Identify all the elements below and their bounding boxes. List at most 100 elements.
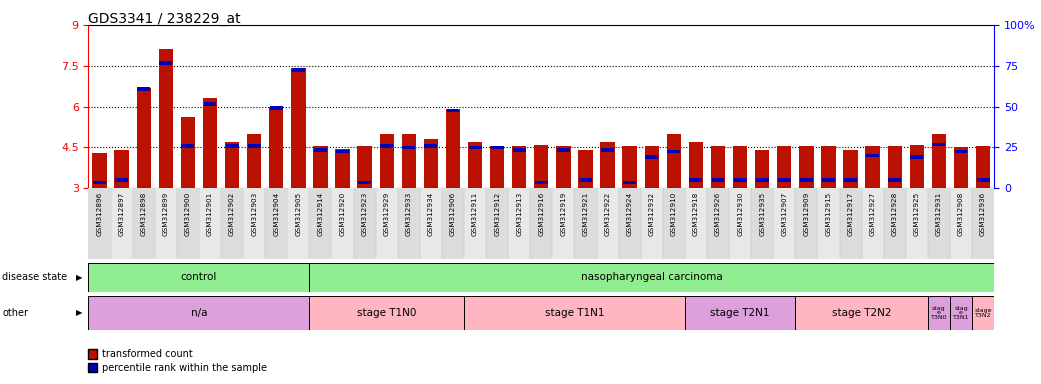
Text: stage T2N2: stage T2N2 bbox=[832, 308, 891, 318]
Bar bbox=[247, 134, 261, 188]
Bar bbox=[596, 188, 618, 259]
Bar bbox=[843, 150, 858, 188]
Text: ▶: ▶ bbox=[76, 308, 82, 318]
Text: GSM312920: GSM312920 bbox=[339, 192, 346, 236]
Text: GSM312924: GSM312924 bbox=[627, 192, 633, 236]
Bar bbox=[402, 146, 415, 149]
Bar bbox=[729, 188, 752, 259]
Text: GSM312931: GSM312931 bbox=[936, 192, 942, 236]
Bar bbox=[93, 181, 106, 184]
Bar bbox=[93, 153, 107, 188]
Text: GSM312915: GSM312915 bbox=[826, 192, 832, 236]
Bar bbox=[447, 109, 459, 113]
Bar bbox=[884, 188, 906, 259]
Bar bbox=[575, 188, 596, 259]
Bar bbox=[420, 188, 442, 259]
Bar bbox=[269, 107, 283, 188]
Bar bbox=[821, 146, 836, 188]
Bar bbox=[950, 188, 972, 259]
Text: n/a: n/a bbox=[191, 308, 207, 318]
Bar bbox=[640, 188, 663, 259]
Text: GSM312896: GSM312896 bbox=[97, 192, 102, 236]
Bar bbox=[248, 144, 260, 148]
Text: stage T1N0: stage T1N0 bbox=[357, 308, 416, 318]
Bar bbox=[221, 188, 244, 259]
Bar bbox=[755, 150, 769, 188]
Bar bbox=[950, 296, 972, 330]
Text: stag
e
T3N1: stag e T3N1 bbox=[953, 306, 969, 320]
Text: stage T1N1: stage T1N1 bbox=[544, 308, 604, 318]
Bar bbox=[624, 181, 636, 184]
Bar bbox=[287, 188, 309, 259]
Bar bbox=[689, 178, 703, 182]
Bar bbox=[265, 188, 287, 259]
Bar bbox=[199, 188, 221, 259]
Bar bbox=[225, 142, 239, 188]
Bar bbox=[645, 155, 658, 159]
Bar bbox=[601, 142, 615, 188]
Text: GSM312906: GSM312906 bbox=[450, 192, 456, 236]
Bar bbox=[155, 188, 177, 259]
Bar bbox=[203, 98, 218, 188]
Text: stag
e
T3N0: stag e T3N0 bbox=[931, 306, 947, 320]
Text: GSM312911: GSM312911 bbox=[472, 192, 478, 236]
Bar bbox=[888, 146, 902, 188]
Bar bbox=[464, 188, 486, 259]
Bar bbox=[116, 178, 128, 182]
Bar bbox=[424, 139, 438, 188]
Bar bbox=[666, 134, 681, 188]
Text: GSM312912: GSM312912 bbox=[494, 192, 500, 236]
Text: GSM312899: GSM312899 bbox=[162, 192, 169, 236]
Bar bbox=[579, 178, 592, 182]
Bar bbox=[667, 150, 681, 153]
Bar bbox=[888, 178, 902, 182]
Bar bbox=[778, 178, 791, 182]
Bar bbox=[733, 146, 747, 188]
Bar bbox=[644, 146, 659, 188]
Bar bbox=[689, 142, 703, 188]
Text: GSM312907: GSM312907 bbox=[782, 192, 787, 236]
Bar bbox=[336, 150, 349, 153]
Bar bbox=[663, 188, 685, 259]
Bar bbox=[557, 148, 569, 152]
Text: GSM312913: GSM312913 bbox=[516, 192, 523, 236]
Bar bbox=[712, 178, 725, 182]
Bar bbox=[490, 146, 504, 149]
Text: control: control bbox=[181, 272, 218, 283]
Text: GSM312897: GSM312897 bbox=[119, 192, 125, 236]
Bar bbox=[309, 188, 331, 259]
Text: GSM312923: GSM312923 bbox=[361, 192, 367, 236]
Bar bbox=[376, 188, 398, 259]
Bar bbox=[862, 188, 884, 259]
Bar bbox=[954, 147, 968, 188]
Text: GSM312921: GSM312921 bbox=[583, 192, 588, 236]
Text: GSM312898: GSM312898 bbox=[141, 192, 147, 236]
Text: GSM312933: GSM312933 bbox=[406, 192, 412, 236]
Bar bbox=[865, 146, 880, 188]
Text: disease state: disease state bbox=[2, 272, 68, 283]
Text: GDS3341 / 238229_at: GDS3341 / 238229_at bbox=[88, 12, 242, 25]
Bar bbox=[685, 296, 795, 330]
Bar bbox=[291, 68, 305, 188]
Text: GSM312928: GSM312928 bbox=[892, 192, 897, 236]
Text: GSM312922: GSM312922 bbox=[605, 192, 611, 236]
Text: other: other bbox=[2, 308, 28, 318]
Bar bbox=[975, 146, 990, 188]
Text: GSM312918: GSM312918 bbox=[693, 192, 699, 236]
Text: GSM312929: GSM312929 bbox=[384, 192, 389, 236]
Text: GSM312905: GSM312905 bbox=[296, 192, 301, 236]
Bar bbox=[88, 296, 309, 330]
Bar bbox=[685, 188, 707, 259]
Bar bbox=[513, 148, 526, 152]
Bar bbox=[88, 188, 110, 259]
Bar bbox=[955, 150, 967, 153]
Bar bbox=[468, 146, 482, 149]
Text: GSM312932: GSM312932 bbox=[649, 192, 655, 236]
Bar bbox=[204, 102, 217, 106]
Bar bbox=[839, 188, 862, 259]
Text: GSM312900: GSM312900 bbox=[185, 192, 191, 236]
Text: GSM312914: GSM312914 bbox=[318, 192, 324, 236]
Bar bbox=[618, 188, 640, 259]
Text: GSM312909: GSM312909 bbox=[804, 192, 810, 236]
Bar bbox=[910, 145, 924, 188]
